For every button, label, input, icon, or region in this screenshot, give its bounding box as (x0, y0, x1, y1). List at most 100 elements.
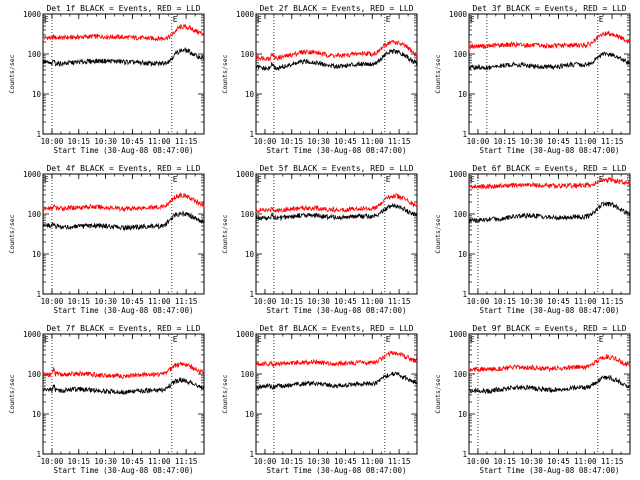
y-axis-label: Counts/sec (8, 54, 16, 93)
x-tick-label: 10:45 (334, 457, 357, 466)
x-tick-label: 10:45 (334, 297, 357, 306)
x-tick-label: 11:00 (361, 297, 384, 306)
events-series-line (468, 374, 631, 395)
detector-panel-5: Det 5f BLACK = Events, RED = LLD 1 10 100 10… (221, 164, 418, 315)
plot-frame (42, 173, 205, 295)
x-tick-label: 10:30 (94, 137, 117, 146)
x-tick-label: 11:00 (361, 457, 384, 466)
x-tick-label: 10:00 (467, 457, 490, 466)
event-flag-label: E (599, 15, 604, 24)
y-tick-label: 1000 (23, 330, 42, 339)
x-tick-label: 10:15 (280, 137, 303, 146)
panel-title: Det 4f BLACK = Events, RED = LLD (46, 164, 200, 173)
lld-series-line (468, 177, 631, 190)
lld-series-line (255, 39, 418, 62)
detector-panel-3: Det 3f BLACK = Events, RED = LLD 1 10 100 10… (434, 4, 631, 155)
y-axis-label: Counts/sec (434, 54, 442, 93)
y-tick-label: 1 (36, 290, 41, 299)
y-axis-label: Counts/sec (434, 214, 442, 253)
y-axis-label: Counts/sec (8, 374, 16, 413)
y-axis-label: Counts/sec (221, 374, 229, 413)
y-tick-label: 1 (249, 450, 254, 459)
panel-title: Det 3f BLACK = Events, RED = LLD (472, 4, 626, 13)
lld-series-line (468, 354, 631, 373)
y-tick-label: 100 (453, 210, 467, 219)
x-tick-label: 10:30 (520, 297, 543, 306)
x-tick-label: 10:30 (307, 137, 330, 146)
x-tick-label: 10:00 (41, 297, 64, 306)
detector-panel-9: Det 9f BLACK = Events, RED = LLD 1 10 100 10… (434, 324, 631, 475)
x-axis-label: Start Time (30-Aug-08 08:47:00) (480, 306, 620, 315)
panel-title: Det 8f BLACK = Events, RED = LLD (259, 324, 413, 333)
x-tick-label: 11:15 (175, 297, 198, 306)
x-tick-label: 11:15 (601, 297, 624, 306)
y-tick-label: 100 (27, 210, 41, 219)
y-tick-label: 1 (36, 450, 41, 459)
y-tick-label: 100 (453, 370, 467, 379)
y-tick-label: 1000 (236, 10, 255, 19)
y-tick-label: 100 (240, 370, 254, 379)
plot-frame (468, 173, 631, 295)
y-tick-label: 1 (36, 130, 41, 139)
y-tick-label: 10 (32, 410, 42, 419)
lld-series-line (42, 23, 205, 42)
y-tick-label: 1 (462, 290, 467, 299)
panel-title: Det 9f BLACK = Events, RED = LLD (472, 324, 626, 333)
x-tick-label: 10:45 (121, 297, 144, 306)
events-series-line (468, 51, 631, 71)
detector-panel-8: Det 8f BLACK = Events, RED = LLD 1 10 100 10… (221, 324, 418, 475)
x-axis-label: Start Time (30-Aug-08 08:47:00) (267, 466, 407, 475)
y-tick-label: 10 (245, 250, 255, 259)
x-tick-label: 10:45 (334, 137, 357, 146)
x-tick-label: 10:45 (121, 457, 144, 466)
x-tick-label: 10:00 (254, 457, 277, 466)
x-axis-label: Start Time (30-Aug-08 08:47:00) (54, 306, 194, 315)
x-axis-label: Start Time (30-Aug-08 08:47:00) (480, 466, 620, 475)
events-series-line (468, 201, 631, 224)
lld-series-line (255, 350, 418, 367)
x-axis-label: Start Time (30-Aug-08 08:47:00) (267, 146, 407, 155)
y-tick-label: 100 (240, 210, 254, 219)
x-tick-label: 10:30 (94, 297, 117, 306)
x-tick-label: 10:15 (493, 137, 516, 146)
x-tick-label: 11:00 (148, 457, 171, 466)
x-tick-label: 11:15 (175, 137, 198, 146)
x-tick-label: 10:15 (493, 457, 516, 466)
detector-panel-1: Det 1f BLACK = Events, RED = LLD 1 10 100 10… (8, 4, 205, 155)
x-tick-label: 10:15 (280, 457, 303, 466)
x-axis-label: Start Time (30-Aug-08 08:47:00) (267, 306, 407, 315)
y-axis-label: Counts/sec (221, 214, 229, 253)
y-tick-label: 1 (249, 130, 254, 139)
x-axis-label: Start Time (30-Aug-08 08:47:00) (54, 146, 194, 155)
x-tick-label: 10:00 (254, 137, 277, 146)
event-flag-label: E (44, 15, 49, 24)
event-flag-label: E (470, 175, 475, 184)
events-series-line (43, 210, 205, 232)
y-axis-label: Counts/sec (8, 214, 16, 253)
x-tick-label: 11:00 (574, 297, 597, 306)
x-axis-label: Start Time (30-Aug-08 08:47:00) (480, 146, 620, 155)
detector-panel-6: Det 6f BLACK = Events, RED = LLD 1 10 100 10… (434, 164, 631, 315)
y-tick-label: 1 (462, 130, 467, 139)
y-tick-label: 10 (32, 250, 42, 259)
y-tick-label: 1000 (236, 330, 255, 339)
panel-title: Det 6f BLACK = Events, RED = LLD (472, 164, 626, 173)
y-tick-label: 1000 (449, 10, 468, 19)
x-tick-label: 10:00 (41, 457, 64, 466)
event-flag-label: E (386, 15, 391, 24)
x-tick-label: 10:45 (547, 137, 570, 146)
event-flag-label: E (257, 175, 262, 184)
x-tick-label: 11:00 (361, 137, 384, 146)
y-tick-label: 10 (458, 90, 468, 99)
x-tick-label: 11:15 (601, 137, 624, 146)
panel-title: Det 5f BLACK = Events, RED = LLD (259, 164, 413, 173)
y-tick-label: 100 (240, 50, 254, 59)
y-tick-label: 10 (32, 90, 42, 99)
x-tick-label: 11:00 (574, 137, 597, 146)
lld-series-line (468, 30, 631, 50)
x-tick-label: 10:15 (67, 137, 90, 146)
x-tick-label: 11:00 (148, 297, 171, 306)
detector-panel-4: Det 4f BLACK = Events, RED = LLD 1 10 100 10… (8, 164, 205, 315)
x-tick-label: 10:00 (467, 297, 490, 306)
